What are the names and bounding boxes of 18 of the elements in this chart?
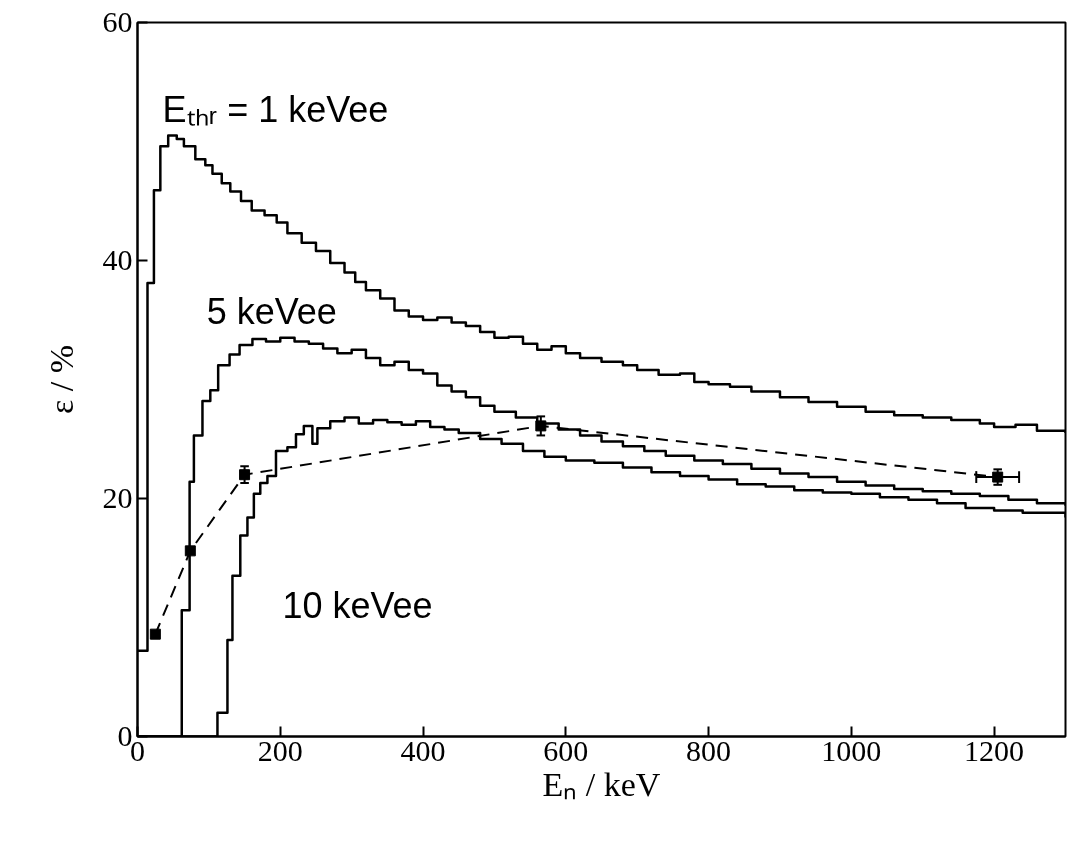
point (535, 420, 547, 432)
y-tick-label: 20 (102, 481, 133, 514)
series-label: 5 keVee (206, 290, 337, 332)
point (184, 545, 196, 557)
x-tick-label: 800 (686, 733, 732, 767)
x-tick-label: 1000 (821, 733, 882, 767)
x-tick-label: 600 (543, 733, 589, 767)
y-tick-label: 60 (102, 5, 133, 38)
y-tick-label: 40 (102, 243, 133, 276)
point (239, 469, 251, 481)
point (149, 628, 161, 640)
x-tick-label: 1200 (964, 733, 1025, 767)
x-axis-title: Eₙ / keV (542, 765, 661, 803)
series-label: Eₜₕᵣ = 1 keVee (162, 88, 389, 130)
x-tick-label: 200 (257, 733, 303, 767)
x-tick-label: 400 (400, 733, 446, 767)
series-label: 10 keVee (282, 585, 433, 627)
y-axis-title: ε / % (42, 344, 80, 415)
